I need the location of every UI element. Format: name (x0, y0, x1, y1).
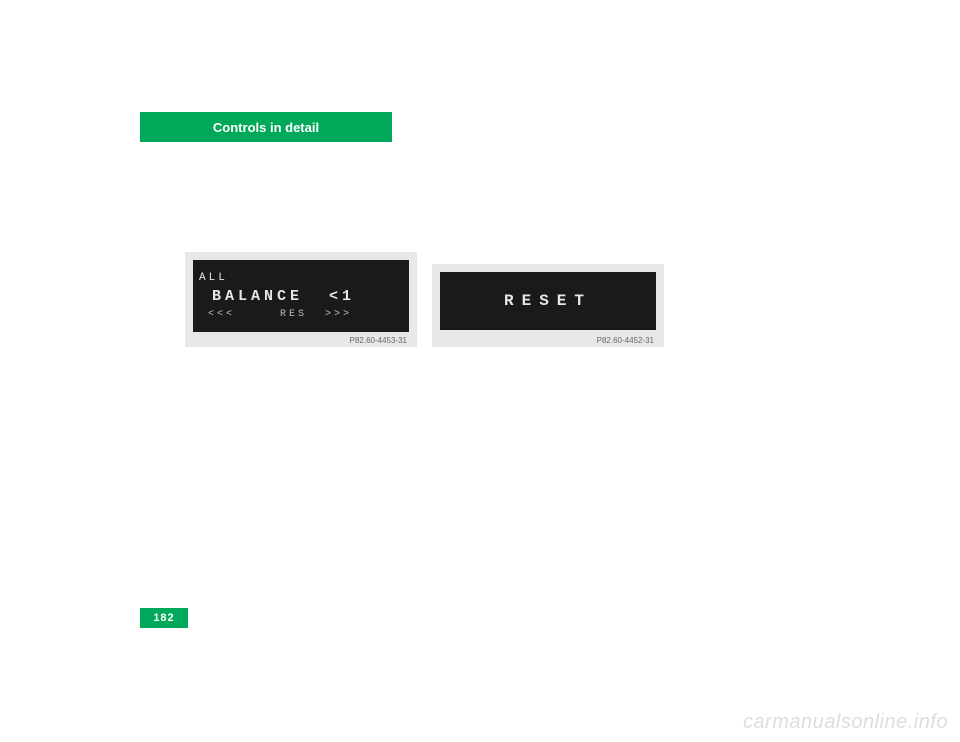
figure-caption-left: P82.60-4453-31 (350, 336, 407, 345)
watermark-text: carmanualsonline.info (743, 711, 948, 734)
lcd-line-reset: RESET (504, 292, 592, 310)
section-tab: Controls in detail (140, 112, 392, 142)
lcd-panel-balance: ALL BALANCE <1 <<< RES >>> P82.60-4453-3… (185, 252, 417, 347)
lcd-line-top: ALL (199, 270, 403, 286)
section-tab-label: Controls in detail (213, 120, 319, 135)
page-number-badge: 182 (140, 608, 188, 628)
lcd-screen-reset: RESET (440, 272, 656, 330)
lcd-line-main: BALANCE <1 (199, 286, 403, 308)
lcd-panel-reset: RESET P82.60-4452-31 (432, 264, 664, 347)
manual-page: Controls in detail ALL BALANCE <1 <<< RE… (0, 0, 960, 742)
lcd-screen-balance: ALL BALANCE <1 <<< RES >>> (193, 260, 409, 332)
page-number: 182 (153, 612, 174, 624)
lcd-line-bottom: <<< RES >>> (199, 308, 403, 322)
figure-caption-right: P82.60-4452-31 (597, 336, 654, 345)
